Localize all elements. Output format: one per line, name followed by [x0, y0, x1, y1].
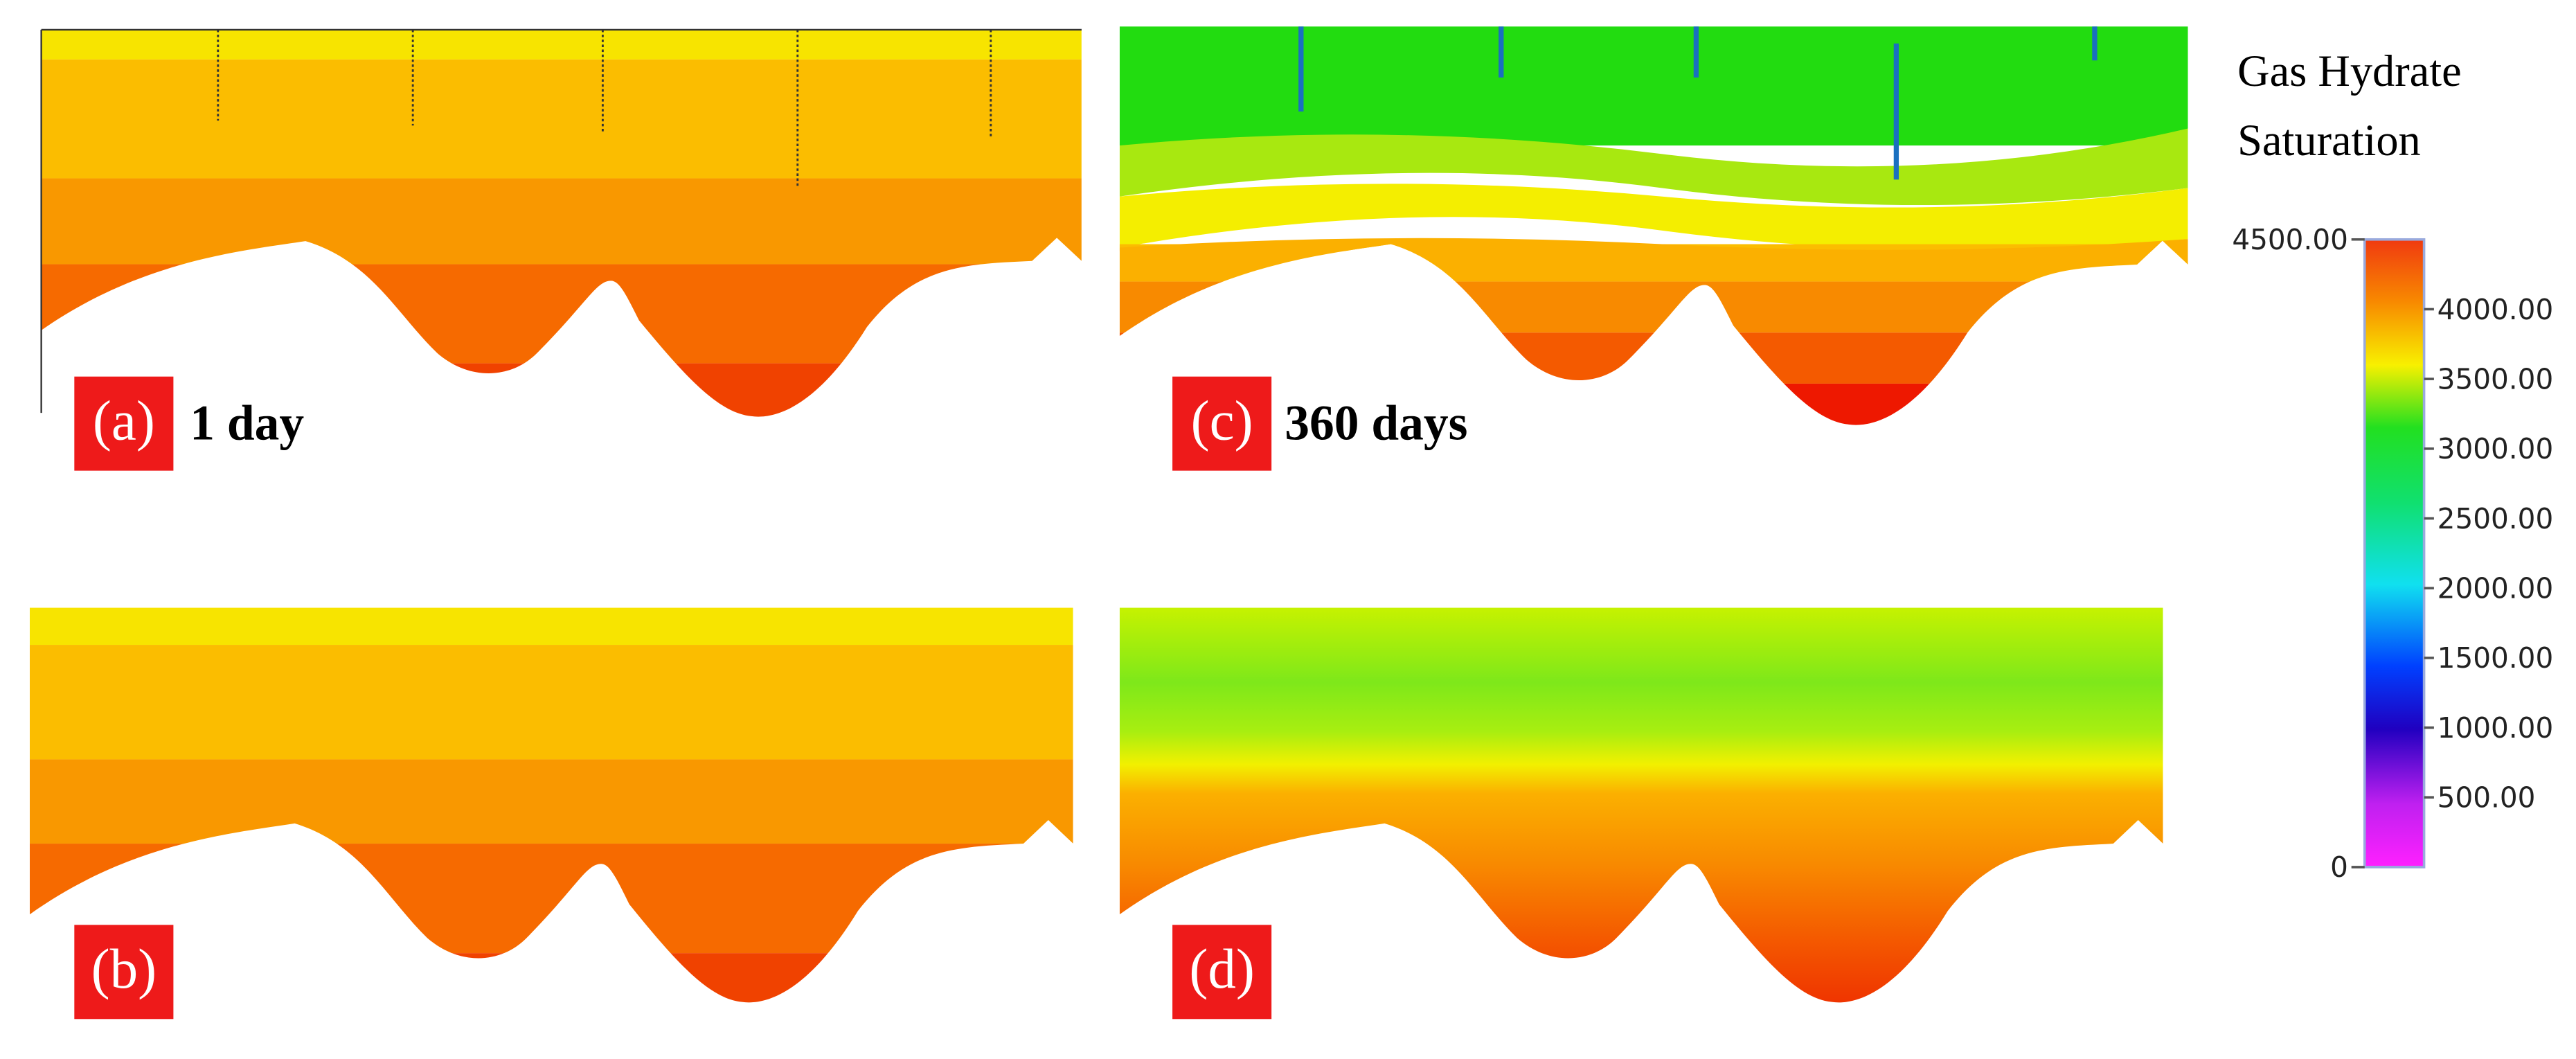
panel-c — [1119, 26, 2188, 425]
tick-label: 1000.00 — [2438, 711, 2554, 745]
label-box — [74, 376, 174, 471]
tick-label: 500.00 — [2438, 781, 2536, 815]
panel-label: (b) — [91, 938, 157, 1000]
label-box — [74, 925, 174, 1020]
tick-label: 3000.00 — [2438, 432, 2554, 465]
tick-label: 4500.00 — [2232, 223, 2348, 256]
colorbar — [2363, 238, 2426, 869]
panel-label: (c) — [1191, 389, 1253, 452]
tick-label: 1500.00 — [2438, 641, 2554, 675]
panel-a — [40, 28, 1082, 417]
panel-labels: (a) 1 day (b) (c) 360 days (d) — [74, 376, 1468, 1020]
panel-b — [29, 607, 1073, 1003]
label-box — [1172, 376, 1272, 471]
panel-d — [1119, 607, 2163, 1003]
panel-caption: 360 days — [1285, 395, 1467, 450]
tick-label: 0 — [2330, 851, 2348, 884]
label-box — [1172, 925, 1272, 1020]
colorbar-title: Gas Hydrate — [2237, 46, 2462, 96]
panel-label: (d) — [1189, 938, 1255, 1000]
tick-label: 2000.00 — [2438, 571, 2554, 605]
panel-caption: 1 day — [190, 395, 304, 450]
tick-label: 2500.00 — [2438, 502, 2554, 535]
tick-label: 4000.00 — [2438, 293, 2554, 326]
tick-label: 3500.00 — [2438, 362, 2554, 395]
panel-label: (a) — [93, 389, 155, 452]
colorbar-title: Saturation — [2237, 116, 2421, 165]
colorbar-ticks: 4500.00 4000.00 3500.00 3000.00 2500.00 2000.… — [2232, 223, 2553, 884]
